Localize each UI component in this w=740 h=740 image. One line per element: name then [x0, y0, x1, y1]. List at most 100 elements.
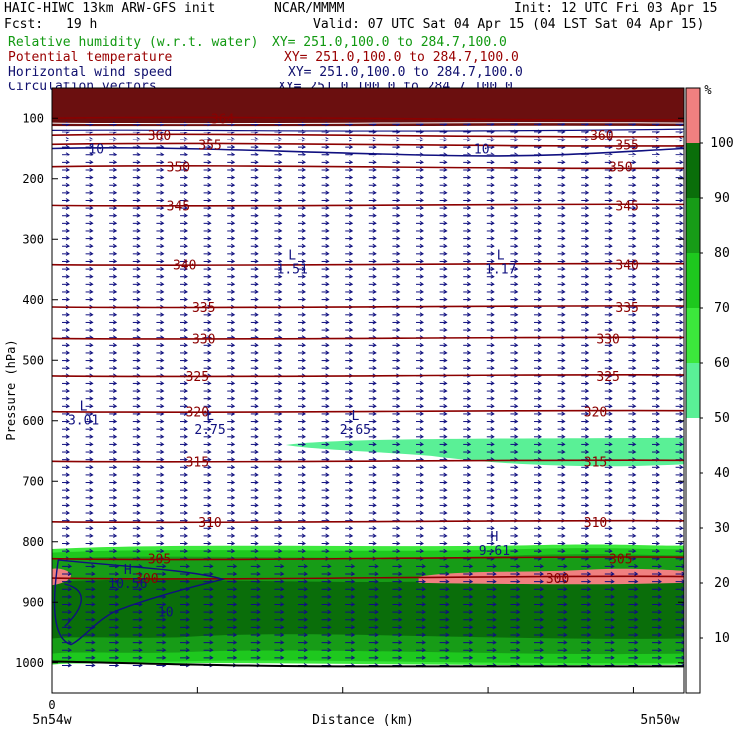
- wind-contour-label: 10: [88, 143, 104, 158]
- vector-head: [372, 441, 377, 447]
- vector-head: [655, 297, 660, 302]
- vector-head: [396, 342, 401, 348]
- vector-head: [183, 426, 188, 432]
- vector-head: [490, 213, 495, 218]
- vector-head: [183, 259, 188, 264]
- vector-head: [374, 647, 379, 653]
- colorbar-tick-label: 100: [710, 136, 733, 151]
- vector-head: [396, 144, 401, 150]
- vector-head: [608, 198, 613, 203]
- vector-head: [632, 441, 637, 447]
- vector-head: [256, 655, 261, 660]
- vector-head: [112, 175, 118, 180]
- vector-head: [396, 525, 401, 531]
- vector-head: [679, 510, 684, 515]
- vector-head: [230, 419, 236, 424]
- vector-head: [492, 647, 497, 653]
- vector-head: [301, 175, 306, 180]
- vector-head: [254, 320, 259, 325]
- vector-head: [537, 182, 542, 188]
- vector-head: [561, 449, 566, 454]
- vector-head: [396, 419, 401, 424]
- vector-head: [278, 510, 283, 515]
- vector-head: [632, 464, 637, 470]
- vector-head: [207, 190, 212, 195]
- vector-head: [350, 586, 356, 592]
- vector-head: [632, 266, 637, 272]
- vector-head: [256, 647, 261, 653]
- vector-head: [230, 441, 236, 447]
- vector-head: [608, 548, 613, 554]
- vector-head: [539, 624, 544, 630]
- isentrope-340: [52, 262, 684, 267]
- vector-head: [112, 350, 118, 355]
- vector-head: [348, 159, 354, 165]
- vector-head: [207, 342, 212, 348]
- vector-head: [254, 312, 259, 317]
- vector-head: [419, 533, 424, 538]
- vector-head: [396, 236, 401, 241]
- vector-head: [634, 655, 639, 660]
- vector-head: [280, 602, 285, 607]
- vector-head: [657, 563, 662, 569]
- vector-head: [230, 350, 236, 355]
- vector-head: [278, 327, 283, 333]
- vector-head: [468, 617, 474, 622]
- vector-head: [443, 213, 448, 218]
- vector-head: [278, 198, 283, 203]
- vector-head: [183, 236, 188, 241]
- vector-head: [183, 487, 188, 493]
- field-name-rh: Relative humidity (w.r.t. water): [8, 35, 259, 50]
- vector-head: [396, 198, 401, 203]
- vector-head: [655, 472, 660, 477]
- isentrope-label-355: 355: [198, 138, 221, 153]
- vector-head: [230, 159, 236, 165]
- vector-head: [89, 236, 94, 241]
- vector-head: [561, 266, 566, 272]
- vector-head: [372, 449, 377, 454]
- vector-head: [65, 358, 70, 363]
- vector-head: [230, 403, 236, 409]
- vector-head: [608, 441, 613, 447]
- vector-head: [514, 381, 519, 386]
- vector-head: [160, 281, 165, 287]
- vector-head: [301, 297, 306, 302]
- vector-head: [278, 167, 283, 172]
- vector-head: [89, 312, 94, 317]
- vector-head: [112, 266, 118, 272]
- vector-head: [396, 449, 401, 454]
- vector-head: [209, 609, 214, 615]
- vector-head: [254, 205, 259, 211]
- vector-head: [207, 220, 212, 226]
- vector-head: [91, 632, 96, 637]
- isentrope-label-340: 340: [173, 259, 196, 274]
- vector-head: [183, 350, 188, 355]
- vector-head: [136, 167, 141, 172]
- vector-head: [490, 388, 495, 394]
- vector-head: [396, 548, 401, 554]
- vector-head: [655, 243, 660, 249]
- vector-head: [112, 167, 118, 172]
- vector-head: [325, 190, 330, 195]
- vector-head: [561, 464, 566, 470]
- vector-head: [230, 449, 236, 454]
- vector-head: [254, 464, 259, 470]
- vector-head: [608, 266, 613, 272]
- vector-head: [112, 220, 118, 226]
- vector-head: [136, 320, 141, 325]
- field-name-wind: Horizontal wind speed: [8, 65, 173, 80]
- vector-head: [256, 579, 261, 584]
- vector-head: [398, 571, 403, 576]
- vector-head: [468, 647, 474, 653]
- vector-head: [655, 228, 660, 233]
- vector-head: [278, 388, 283, 394]
- vector-head: [679, 159, 684, 165]
- vector-head: [207, 472, 212, 477]
- vector-head: [396, 266, 401, 272]
- vector-head: [490, 320, 495, 325]
- vector-head: [65, 182, 70, 188]
- vector-head: [303, 624, 308, 630]
- vector-head: [303, 586, 308, 592]
- vector-head: [608, 388, 613, 394]
- vector-head: [584, 365, 590, 371]
